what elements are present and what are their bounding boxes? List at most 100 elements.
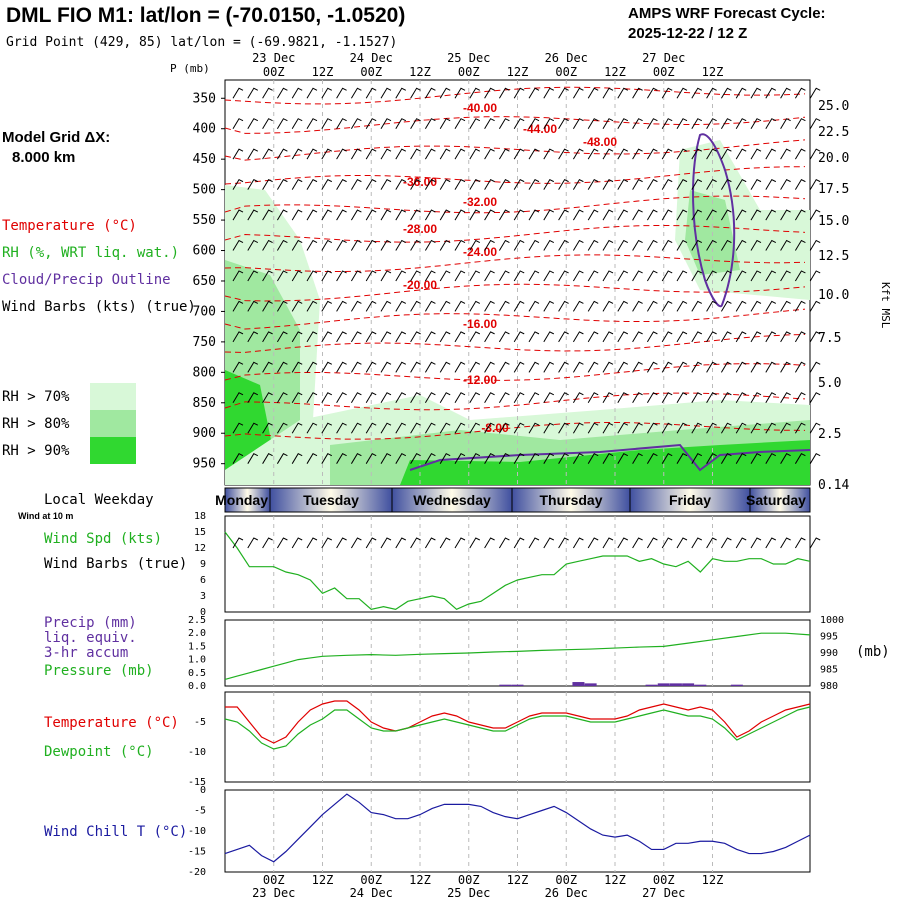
isotherm-line (224, 116, 806, 134)
wind-barb (765, 361, 777, 373)
isotherm-line (224, 333, 806, 353)
wind-barb (469, 87, 481, 99)
wind-barb (780, 300, 791, 312)
chill-tick-label: -20 (188, 867, 206, 878)
wind-barb (720, 178, 732, 190)
wind-barb (646, 453, 658, 464)
wind-barb (336, 300, 347, 312)
wind-barb (750, 148, 762, 160)
wind-barb (617, 209, 629, 221)
wind-barb (617, 331, 629, 343)
isotherm-label: -32.00 (463, 195, 497, 209)
isotherm-line (224, 139, 806, 161)
wind-barb (469, 361, 481, 373)
wind-speed-line (224, 531, 811, 611)
wind-barb (380, 361, 392, 373)
legend-temperature: Temperature (°C) (2, 218, 137, 234)
wind-barb (439, 239, 451, 251)
wind-barb (484, 331, 495, 343)
wind-barb (558, 148, 569, 160)
wind-barb (809, 422, 821, 434)
weekday-bar: Monday Tuesday Wednesday Thursday Friday Satu… (215, 487, 811, 513)
wind-barb (380, 118, 392, 129)
wind-barb (691, 300, 703, 312)
wind-barb (691, 392, 703, 404)
wind-barb (454, 239, 466, 251)
wind-barb (365, 422, 377, 434)
wind-barb (469, 453, 481, 464)
pressure-tick-label: 980 (820, 681, 838, 692)
surface-wind-barb (691, 537, 703, 549)
wind-barbs-label: Wind Barbs (true) (44, 556, 187, 572)
precip-tick-label: 2.0 (188, 628, 206, 639)
wind-barb (661, 118, 673, 129)
p-tick-label: 950 (193, 457, 216, 472)
wind-barb (646, 270, 658, 282)
wind-barb (410, 422, 421, 434)
precip-bar (584, 683, 597, 686)
wind-barb (572, 148, 584, 160)
wind-barb (276, 209, 288, 221)
wind-barb (424, 239, 436, 251)
grid-value: 8.000 km (12, 149, 75, 166)
wind-barb (439, 453, 451, 464)
wind-barb (617, 118, 629, 129)
wind-barb (498, 270, 510, 282)
wind-barb (617, 453, 629, 464)
wind-barb (572, 178, 584, 190)
wind-barb (484, 148, 495, 160)
kft-tick-label: 5.0 (818, 376, 841, 391)
wind-barb (587, 300, 599, 312)
wind-barb (424, 331, 436, 343)
wind-barb (765, 87, 777, 99)
p-tick-label: 450 (193, 152, 216, 167)
wind-barb (365, 300, 377, 312)
wind-barb (306, 361, 318, 373)
wind-speed-label: Wind Spd (kts) (44, 531, 162, 547)
wind-barb (424, 209, 436, 221)
wind-barb (780, 148, 791, 160)
wind-barb (498, 239, 510, 251)
bottom-tick-label: 00Z (458, 873, 480, 887)
top-date-label: 25 Dec (447, 51, 490, 65)
legend-rh80: RH > 80% (2, 416, 70, 432)
wind-barb (439, 392, 451, 404)
wind-barb (572, 361, 584, 373)
weekday-cell (511, 487, 631, 513)
wind-barb (262, 331, 273, 343)
wind-barb (365, 209, 377, 221)
wind-barb (632, 118, 643, 129)
wind-barb (661, 148, 673, 160)
wind-barb (291, 300, 303, 312)
wind-barb (780, 87, 791, 99)
surface-wind-barb (587, 537, 599, 549)
isotherm-line (224, 392, 806, 411)
chill-tick-label: -15 (188, 847, 206, 858)
wind-barb (780, 178, 791, 190)
wind-barb (498, 87, 510, 99)
wind-barb (720, 118, 732, 129)
isotherm-label: -36.00 (403, 175, 437, 189)
wind-barb (513, 148, 525, 160)
isotherm-line (224, 166, 806, 185)
surface-wind-barb (336, 537, 347, 549)
wind-barb (336, 239, 347, 251)
wind-barb (484, 209, 495, 221)
wind-barb (350, 331, 362, 343)
wind-barb (587, 331, 599, 343)
wind-barb (794, 270, 806, 282)
wind-barb (291, 331, 303, 343)
wind-barb (439, 422, 451, 434)
kft-axis-title: Kft MSL (879, 282, 892, 329)
wind-barb (336, 453, 347, 464)
wind-barb (439, 209, 451, 221)
wind-barb (809, 270, 821, 282)
isotherm-line (224, 86, 806, 105)
top-tick-label: 12Z (409, 65, 431, 79)
wind-barb (306, 392, 318, 404)
wind-barb (291, 392, 303, 404)
wind-barb (558, 331, 569, 343)
p-tick-label: 350 (193, 91, 216, 106)
wind-barb (661, 453, 673, 464)
